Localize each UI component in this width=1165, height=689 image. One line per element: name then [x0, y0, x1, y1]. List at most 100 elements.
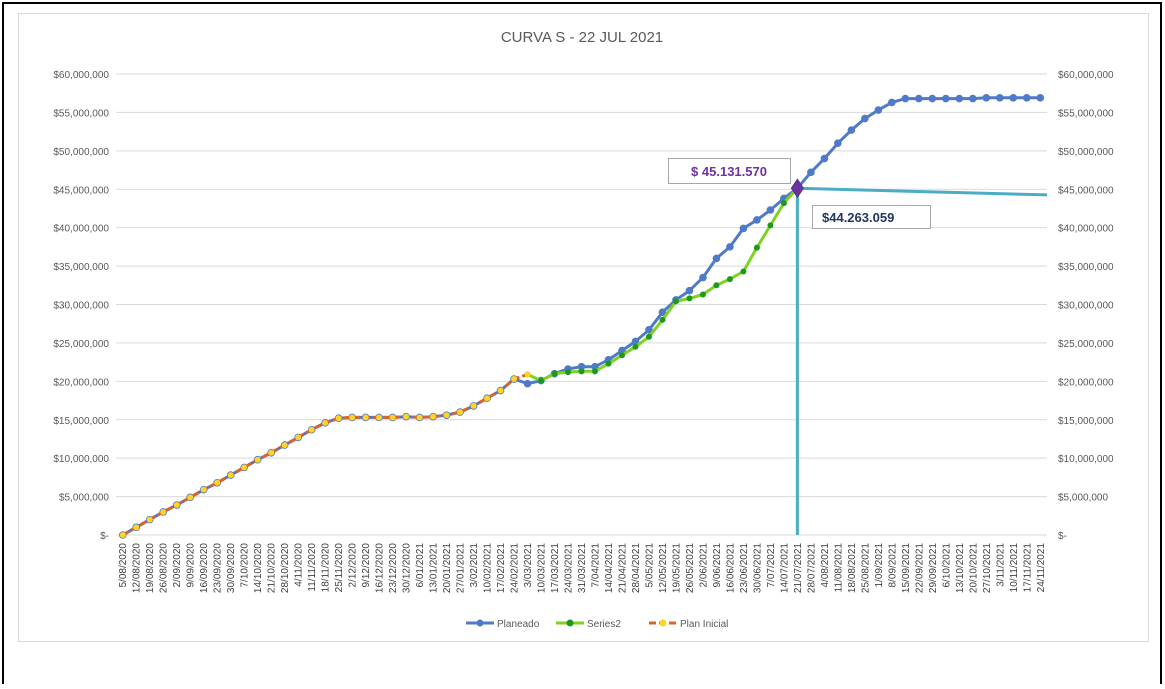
series-marker: [820, 154, 829, 163]
series-marker: [457, 409, 464, 416]
x-tick-label: 8/09/2021: [887, 543, 898, 588]
x-tick-label: 26/08/2020: [159, 543, 170, 593]
x-tick-label: 18/11/2020: [321, 543, 332, 593]
series-marker: [699, 273, 707, 282]
y-tick-label: $40,000,000: [53, 224, 109, 235]
series-marker: [376, 414, 383, 421]
x-tick-label: 17/11/2021: [1022, 543, 1033, 593]
y2-tick-label: $30,000,000: [1058, 301, 1114, 312]
x-tick-label: 30/09/2020: [226, 543, 237, 593]
series-marker: [780, 200, 787, 207]
x-tick-label: 16/12/2020: [375, 543, 386, 593]
x-tick-label: 30/12/2020: [402, 543, 413, 593]
x-tick-label: 13/01/2021: [429, 543, 440, 593]
series-marker: [578, 368, 585, 375]
annotation-box: [812, 205, 931, 229]
x-tick-label: 20/10/2021: [968, 543, 979, 593]
y-tick-label: $-: [100, 531, 109, 542]
legend-marker: [566, 619, 574, 627]
series-marker: [227, 472, 234, 479]
series-marker: [713, 282, 720, 289]
series-marker: [955, 94, 964, 103]
y-tick-label: $50,000,000: [53, 147, 109, 158]
y2-tick-label: $25,000,000: [1058, 339, 1114, 350]
series-marker: [389, 414, 396, 421]
legend-label: Plan Inicial: [680, 619, 728, 630]
x-tick-label: 2/06/2021: [698, 543, 709, 588]
series-marker: [847, 126, 856, 134]
x-tick-label: 3/11/2021: [995, 543, 1006, 587]
x-tick-label: 14/04/2021: [604, 543, 615, 593]
series-marker: [523, 379, 532, 388]
x-tick-label: 25/11/2020: [334, 543, 345, 593]
x-tick-label: 31/03/2021: [577, 543, 588, 593]
series-marker: [591, 368, 598, 375]
x-tick-label: 6/01/2021: [415, 543, 426, 588]
y2-tick-label: $35,000,000: [1058, 262, 1114, 273]
series-marker: [187, 494, 194, 501]
series-marker: [618, 352, 625, 359]
series-marker: [214, 479, 221, 486]
x-tick-label: 24/11/2021: [1036, 543, 1047, 593]
series-marker: [577, 362, 586, 371]
x-tick-label: 5/05/2021: [644, 543, 655, 588]
x-tick-label: 26/05/2021: [685, 543, 696, 593]
x-tick-label: 11/08/2021: [833, 543, 844, 593]
series-marker: [726, 243, 734, 251]
x-tick-label: 9/06/2021: [712, 543, 723, 588]
x-tick-label: 6/10/2021: [941, 543, 952, 588]
x-tick-label: 21/04/2021: [617, 543, 628, 593]
x-tick-label: 7/07/2021: [766, 543, 777, 588]
y-tick-label: $45,000,000: [53, 185, 109, 196]
series-marker: [982, 94, 991, 102]
annotation-marker: [790, 178, 804, 199]
x-tick-label: 29/09/2021: [928, 543, 939, 593]
series-marker: [254, 456, 261, 463]
annotation-box: [668, 158, 791, 184]
x-tick-label: 12/08/2020: [132, 543, 143, 593]
series-marker: [861, 114, 869, 123]
series-marker: [915, 94, 923, 103]
x-tick-label: 21/07/2021: [793, 543, 804, 593]
x-tick-label: 19/05/2021: [671, 543, 682, 593]
reference-line-horizontal: [797, 186, 1048, 197]
x-tick-label: 10/11/2021: [1009, 543, 1020, 593]
x-tick-label: 15/09/2021: [901, 543, 912, 593]
series-marker: [726, 276, 733, 283]
series-marker: [686, 295, 693, 302]
series-marker: [416, 414, 423, 421]
series-marker: [443, 412, 450, 419]
series-marker: [160, 508, 167, 515]
y2-tick-label: $-: [1058, 531, 1067, 542]
series-marker: [538, 377, 545, 384]
legend-marker: [476, 619, 484, 627]
series-marker: [834, 139, 842, 147]
series-marker: [241, 464, 248, 471]
series-marker: [524, 371, 531, 378]
x-tick-label: 14/07/2021: [779, 543, 790, 593]
series-marker: [403, 413, 410, 420]
series-marker: [659, 316, 666, 323]
series-marker: [874, 106, 883, 114]
y-tick-label: $55,000,000: [53, 108, 109, 119]
y-tick-label: $35,000,000: [53, 262, 109, 273]
annotation-label: $ 45.131.570: [691, 164, 767, 179]
series-marker: [335, 415, 342, 422]
x-tick-label: 23/09/2020: [213, 543, 224, 593]
series-marker: [766, 206, 775, 214]
x-tick-label: 22/09/2021: [914, 543, 925, 593]
x-tick-label: 7/10/2020: [240, 543, 251, 588]
x-tick-label: 1/09/2021: [874, 543, 885, 588]
series-marker: [146, 516, 153, 523]
y2-tick-label: $10,000,000: [1058, 454, 1114, 465]
x-tick-label: 28/04/2021: [631, 543, 642, 593]
y2-tick-label: $45,000,000: [1058, 185, 1114, 196]
x-tick-label: 20/01/2021: [442, 543, 453, 593]
series-marker: [739, 224, 748, 233]
series-marker: [200, 486, 207, 493]
x-tick-label: 24/03/2021: [564, 543, 575, 593]
series-marker: [362, 414, 369, 421]
series-marker: [268, 449, 275, 456]
series-marker: [995, 94, 1004, 102]
